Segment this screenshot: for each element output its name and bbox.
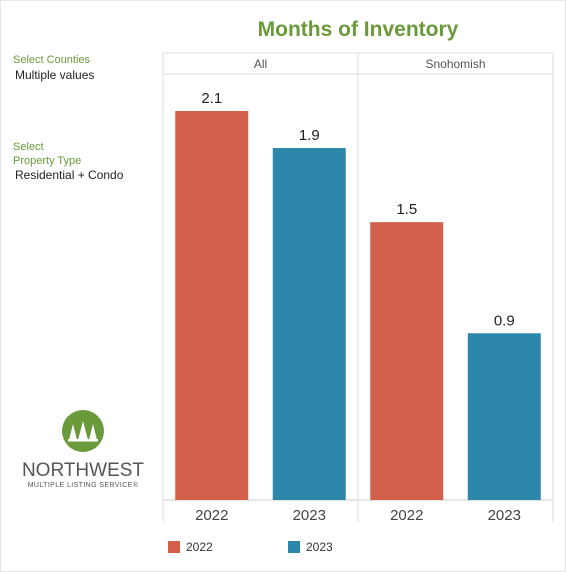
- chart-title: Months of Inventory: [257, 18, 459, 41]
- x-tick-label-all-2023: 2023: [293, 507, 326, 524]
- x-tick-label-snohomish-2023: 2023: [488, 507, 521, 524]
- logo-name-text: NORTHWEST: [22, 460, 144, 481]
- bar-snohomish-2022: [370, 222, 444, 500]
- data-label-snohomish-2022: 1.5: [396, 201, 417, 218]
- legend-swatch-2023: [288, 541, 300, 553]
- counties-filter-label: Select Counties: [13, 54, 91, 66]
- property-type-filter-label-line1: Select: [13, 141, 44, 153]
- property-type-filter-label-line2: Property Type: [13, 155, 82, 167]
- legend-label-2022: 2022: [186, 540, 213, 554]
- legend-item-2022[interactable]: 2022: [168, 540, 213, 554]
- bar-all-2023: [272, 148, 346, 501]
- x-tick-label-snohomish-2022: 2022: [390, 507, 423, 524]
- counties-filter-dropdown[interactable]: Multiple values: [15, 68, 95, 82]
- data-label-all-2023: 1.9: [299, 127, 320, 144]
- tree-icon: [68, 421, 98, 442]
- legend-label-2023: 2023: [306, 540, 333, 554]
- bar-all-2022: [175, 111, 249, 500]
- property-type-filter-dropdown[interactable]: Residential + Condo: [15, 168, 124, 182]
- data-label-all-2022: 2.1: [201, 90, 222, 107]
- legend-item-2023[interactable]: 2023: [288, 540, 333, 554]
- panel-header-snohomish: Snohomish: [425, 57, 485, 71]
- legend-swatch-2022: [168, 541, 180, 553]
- x-tick-label-all-2022: 2022: [195, 507, 228, 524]
- bar-snohomish-2023: [467, 333, 541, 500]
- nwmls-logo: NORTHWEST MULTIPLE LISTING SERVICE®: [20, 410, 150, 490]
- data-label-snohomish-2023: 0.9: [494, 312, 515, 329]
- panel-header-all: All: [254, 57, 267, 71]
- logo-tagline-text: MULTIPLE LISTING SERVICE®: [28, 481, 139, 489]
